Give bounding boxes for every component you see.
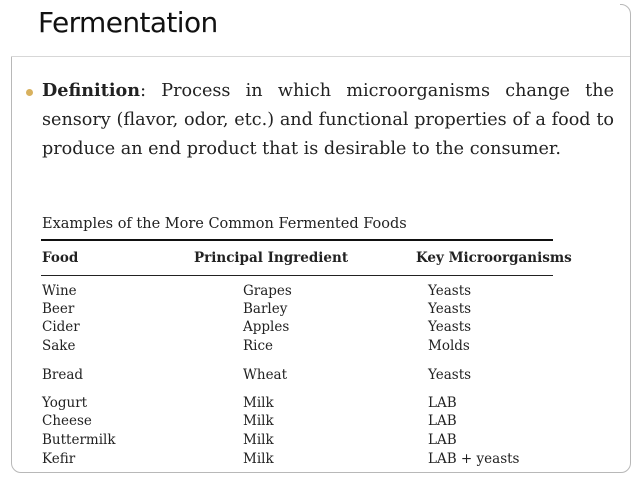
table-cell-ingredient: Milk [243,451,274,467]
table-header-rule [41,275,553,276]
table-cell-ingredient: Wheat [243,367,288,383]
table-cell-ingredient: Barley [243,301,288,317]
definition-label: Definition [42,80,141,101]
table-cell-ingredient: Apples [243,319,290,335]
table-top-rule [41,239,553,241]
title-bar: Fermentation [0,0,620,56]
table-cell-food: Yogurt [42,395,88,411]
table-cell-food: Cheese [42,413,92,429]
table-cell-food: Kefir [42,451,76,467]
table-cell-food: Cider [42,319,80,335]
bullet-icon [26,89,33,96]
table-cell-food: Wine [42,283,77,299]
header-food: Food [42,250,79,266]
table-cell-ingredient: Grapes [243,283,292,299]
table-cell-microorganisms: Yeasts [428,283,472,299]
slide-title: Fermentation [38,6,218,39]
table-cell-microorganisms: LAB + yeasts [428,451,520,467]
table-title: Examples of the More Common Fermented Fo… [42,216,407,232]
table-cell-microorganisms: LAB [428,413,457,429]
table-cell-ingredient: Rice [243,338,274,354]
header-principal-ingredient: Principal Ingredient [194,250,349,266]
table-cell-microorganisms: Yeasts [428,301,472,317]
table-cell-food: Bread [42,367,84,383]
table-cell-food: Beer [42,301,75,317]
table-cell-food: Buttermilk [42,432,116,448]
table-cell-microorganisms: LAB [428,395,457,411]
table-cell-ingredient: Milk [243,395,274,411]
table-cell-ingredient: Milk [243,413,274,429]
header-key-microorganisms: Key Microorganisms [416,250,572,266]
table-cell-microorganisms: Yeasts [428,319,472,335]
title-divider [11,56,630,57]
table-cell-microorganisms: Molds [428,338,470,354]
table-cell-microorganisms: LAB [428,432,457,448]
table-cell-ingredient: Milk [243,432,274,448]
definition-text: : Process in which microorganisms change… [42,81,614,159]
table-cell-food: Sake [42,338,76,354]
definition-paragraph: Definition: Process in which microorgani… [42,76,614,164]
table-cell-microorganisms: Yeasts [428,367,472,383]
